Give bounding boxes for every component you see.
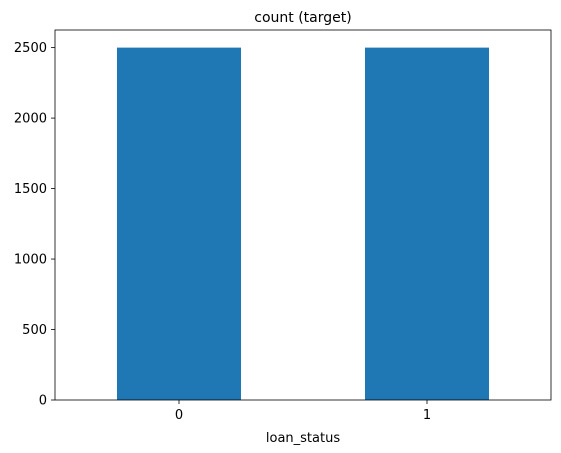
- chart-title: count (target): [254, 10, 351, 26]
- y-tick-label: 1500: [14, 182, 47, 197]
- y-tick-label: 2500: [14, 41, 47, 56]
- x-tick-label: 0: [175, 408, 183, 423]
- bar-0: [117, 47, 241, 400]
- y-tick-label: 0: [39, 394, 47, 409]
- bar-1: [365, 47, 489, 400]
- y-tick-label: 1000: [14, 253, 47, 268]
- plot-area: 0 1 0 500 1000 1500 2000 2500: [14, 29, 552, 423]
- x-tick-label: 1: [423, 408, 431, 423]
- y-tick-label: 2000: [14, 112, 47, 127]
- plot-frame: [54, 29, 552, 401]
- y-tick-label: 500: [22, 323, 47, 338]
- x-axis-label: loan_status: [266, 431, 340, 446]
